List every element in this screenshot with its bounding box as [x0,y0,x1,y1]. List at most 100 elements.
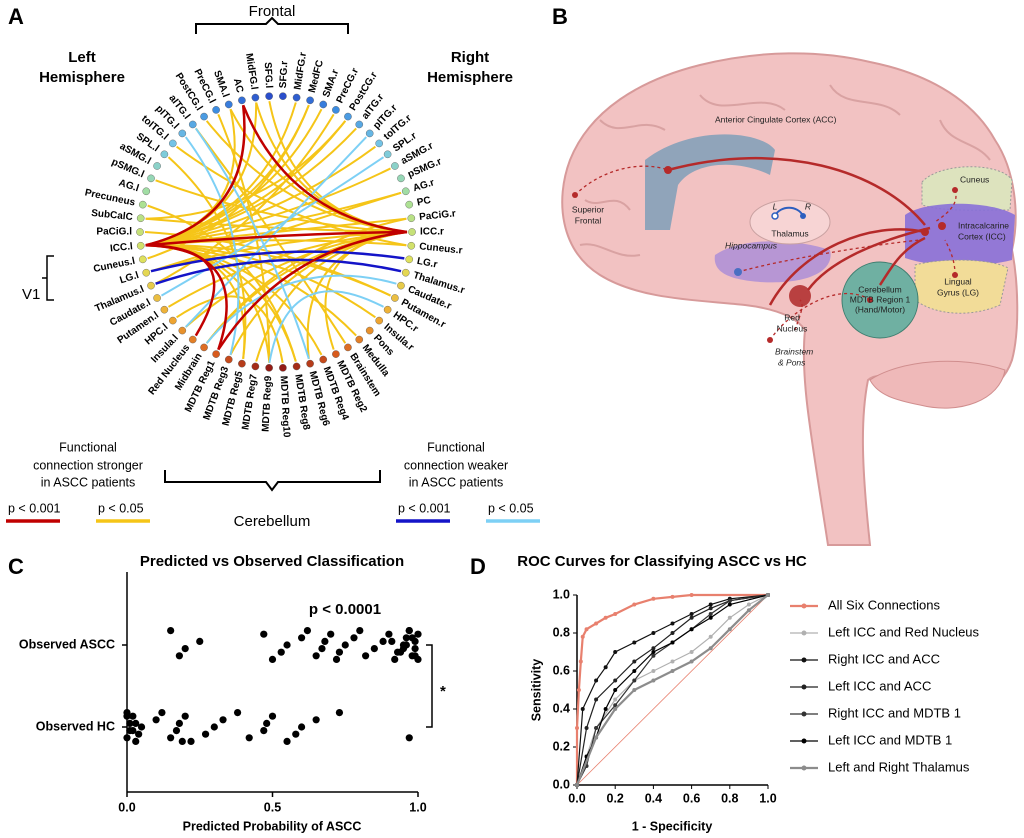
roc-point [746,602,751,607]
x-tick-label: 0.6 [683,791,700,805]
node-label: ICC.r [420,227,444,238]
roc-point [746,608,751,613]
node [200,343,208,352]
roc-point [689,593,694,597]
chart-title: Predicted vs Observed Classification [140,553,404,570]
roc-point [670,631,675,635]
roc-point [651,646,656,651]
node [188,120,197,129]
roc-point [708,612,713,616]
point [283,641,291,649]
connection [145,105,246,247]
node [136,241,145,250]
node [153,294,161,302]
node [147,281,155,290]
connection [242,104,408,234]
node [319,355,328,364]
roc-point [632,659,637,664]
node [279,92,287,100]
node [169,139,177,148]
point [172,727,181,735]
reference-line [576,594,769,786]
roc-point [670,621,675,626]
node-dot [767,337,773,343]
connection [167,156,247,359]
connection [155,179,408,233]
node [200,112,208,121]
point [123,712,131,720]
legend-label: All Six Connections [828,597,940,612]
point [158,709,166,717]
roc-point [575,783,579,787]
roc-point [708,615,713,620]
node-label: AG.r [412,177,436,194]
node [355,335,364,344]
roc-point [632,640,637,645]
gyri [579,84,991,257]
point [137,723,146,731]
region-label: Gyrus (LG) [937,287,979,297]
node [224,355,233,364]
roc-point [594,621,599,626]
roc-point [689,659,694,664]
point [318,645,326,653]
node [279,364,287,372]
node [178,129,187,138]
legend-label: p < 0.05 [98,501,144,515]
point [356,627,364,635]
point [132,719,140,728]
point [332,655,341,664]
region-label: (Hand/Motor) [855,304,905,314]
region-label: Cerebellum [858,284,901,294]
cuneus-region [921,166,1013,211]
node-label: MidFG.l [243,53,259,91]
node-label: MDTB Reg10 [278,376,292,439]
right-hemisphere: Right [451,49,489,66]
frontal-label: Frontal [249,3,296,20]
node-dot [921,228,929,236]
node-dot [800,213,806,219]
point [405,627,413,635]
roc-point [708,634,713,639]
roc-point [670,640,675,645]
annotation: p < 0.0001 [309,601,381,618]
icc-region [905,203,1015,266]
panel-letter: C [8,554,24,579]
lg-region [914,259,1009,314]
node [332,350,340,358]
point [219,716,227,724]
roc-point [689,650,694,654]
region-label: Nucleus [777,323,808,333]
node [383,305,392,314]
point [408,634,416,642]
node [142,268,151,277]
x-tick-label: 0.4 [645,791,662,805]
region-label: R [805,201,811,211]
node [265,364,273,372]
legend-label: Left ICC and Red Nucleus [828,624,980,639]
node-dot [572,192,578,198]
node [365,129,374,138]
node [224,100,233,109]
x-tick-label: 0.0 [118,800,135,814]
node-dot [771,212,779,220]
roc-point [727,602,732,607]
point [341,641,349,649]
region-label: Cuneus [960,174,989,184]
legend-marker [801,657,807,663]
point [175,719,183,728]
roc-point [584,627,589,632]
thalamus-region [749,199,831,245]
roc-point [651,596,656,601]
region-label: Anterior Cingulate Cortex (ACC) [715,114,837,124]
region-label: MDTB Region 1 [850,294,911,304]
point [181,645,189,653]
region-label: Lingual [944,276,972,286]
connection [145,230,408,247]
legend-label: Right ICC and MDTB 1 [828,705,961,720]
roc-point [603,665,608,670]
roc-point [613,678,618,683]
node [407,241,416,250]
v1-bracket [42,255,54,301]
